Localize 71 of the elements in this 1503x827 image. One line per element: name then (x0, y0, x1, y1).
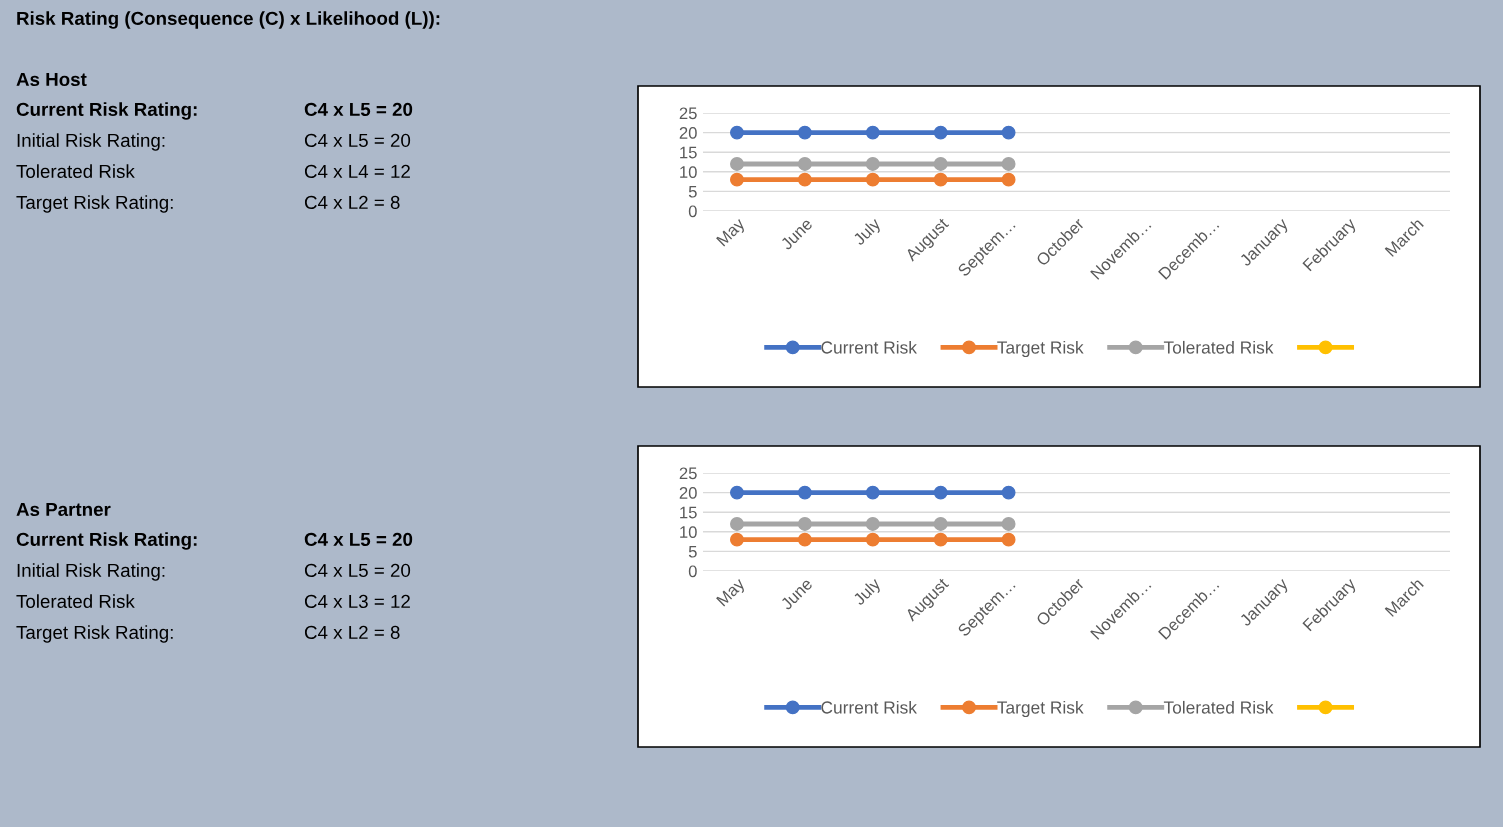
point (797, 125, 812, 140)
text: Tolerated Risk (16, 164, 135, 179)
text: C4 x L2 = 8 (304, 625, 400, 640)
text: Target Risk Rating: (16, 625, 173, 643)
text: Current Risk Rating: (16, 102, 197, 120)
y-tick-label: 15 (680, 146, 697, 159)
text: Target Risk Rating: (16, 195, 173, 213)
point (865, 172, 880, 187)
legend-label: Current Risk (821, 340, 917, 354)
text: C4 x L5 = 20 (304, 133, 411, 148)
point (865, 125, 880, 140)
text: C4 x L5 = 20 (304, 563, 411, 578)
point (1001, 532, 1016, 547)
text: C4 x L5 = 20 (304, 532, 413, 547)
x-tick-label: May (716, 217, 748, 249)
y-tick-label: 5 (688, 545, 697, 558)
y-tick-label: 15 (680, 506, 697, 519)
text: As Host (16, 72, 87, 87)
y-tick-label: 25 (679, 107, 697, 120)
point (865, 532, 880, 547)
y-tick-label: 25 (679, 467, 697, 480)
point (933, 532, 948, 547)
point (1001, 517, 1016, 531)
text: C4 x L4 = 12 (304, 164, 410, 179)
point (730, 125, 744, 140)
point (933, 172, 948, 187)
point (730, 485, 744, 500)
legend-label: Tolerated Risk (1163, 340, 1274, 354)
text: As Partner (16, 502, 111, 517)
point (1001, 157, 1016, 171)
legend-label: Target Risk (997, 700, 1084, 718)
text: Tolerated Risk (16, 594, 135, 609)
text: C4 x L5 = 20 (304, 102, 413, 117)
y-tick-label: 20 (679, 127, 697, 139)
x-tick-label: May (716, 577, 748, 609)
legend-label: Current Risk (821, 700, 917, 714)
point (1001, 125, 1016, 140)
text: C4 x L3 = 12 (304, 594, 410, 609)
point (797, 157, 812, 171)
y-tick-label: 10 (680, 166, 697, 178)
point (933, 485, 948, 500)
y-tick-label: 5 (688, 185, 697, 198)
y-tick-label: 0 (688, 205, 697, 218)
point (797, 517, 812, 531)
text: Risk Rating (Consequence (C) x Likelihood (L)): (17, 11, 440, 29)
point (730, 172, 744, 187)
legend-label: Tolerated Risk (1163, 700, 1274, 714)
text: C4 x L2 = 8 (304, 195, 400, 210)
point (730, 517, 744, 531)
point (1001, 172, 1016, 187)
legend-label: Target Risk (997, 340, 1084, 358)
y-tick-label: 10 (680, 526, 697, 538)
point (865, 157, 880, 171)
point (730, 157, 744, 171)
point (865, 485, 880, 500)
y-tick-label: 20 (679, 487, 697, 499)
point (797, 532, 812, 547)
point (933, 157, 948, 171)
x-tick-label: July (852, 576, 884, 609)
point (865, 517, 880, 531)
point (797, 172, 812, 187)
x-tick-label: July (852, 216, 884, 249)
point (933, 517, 948, 531)
text: Initial Risk Rating: (17, 563, 165, 581)
text: Current Risk Rating: (16, 532, 197, 550)
point (797, 485, 812, 500)
y-tick-label: 0 (688, 565, 697, 578)
point (1001, 485, 1016, 500)
point (933, 125, 948, 140)
text: Initial Risk Rating: (17, 133, 165, 151)
point (730, 532, 744, 547)
